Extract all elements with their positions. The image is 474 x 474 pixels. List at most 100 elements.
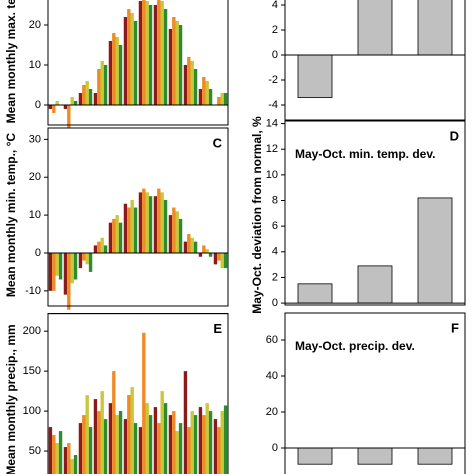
bar	[108, 403, 113, 474]
y-tick-label: 0	[272, 297, 278, 309]
plot-border	[47, 313, 229, 474]
bar	[63, 252, 68, 295]
bar	[82, 415, 86, 474]
bar	[115, 215, 119, 253]
bar	[160, 391, 164, 474]
y-axis-label: Mean monthly max. temp., °C	[4, 0, 18, 123]
bar	[157, 0, 161, 105]
bar	[297, 283, 333, 304]
bar	[93, 245, 98, 253]
panel: -4 -2 0 2 4	[268, 0, 466, 121]
y-tick-label: 200	[23, 325, 41, 337]
y-axis-label: Mean monthly min. temp., °C	[4, 133, 18, 297]
y-tick-label: -4	[268, 99, 278, 111]
bar	[78, 252, 83, 269]
plot-border	[284, 312, 466, 474]
y-tick-label: 30	[29, 133, 41, 145]
bar	[198, 407, 203, 474]
bar	[205, 249, 209, 253]
y-tick-label: 4	[272, 0, 278, 11]
bar	[108, 222, 113, 253]
bar	[78, 423, 83, 474]
bar	[417, 197, 453, 304]
bar	[217, 427, 221, 474]
bar	[130, 13, 134, 105]
bar	[148, 415, 153, 474]
y-tick-label: 10	[29, 59, 41, 71]
y-tick-label: 2	[272, 271, 278, 283]
bar	[55, 443, 59, 474]
bar	[213, 419, 218, 474]
bar	[58, 431, 63, 474]
bar	[138, 1, 143, 105]
bar	[55, 252, 59, 276]
y-tick-label: 20	[266, 406, 278, 418]
bar	[127, 207, 131, 253]
bar	[157, 188, 161, 253]
bar	[208, 411, 213, 474]
bar	[178, 218, 183, 253]
bar	[213, 252, 218, 265]
bar	[175, 21, 179, 105]
bar	[48, 105, 53, 109]
y-tick-label: 60	[266, 334, 278, 346]
bar	[67, 252, 71, 310]
y-tick-label: -2	[268, 74, 278, 86]
y-tick-label: 0	[35, 99, 41, 111]
panel: 0 10 20 Mean monthly max. temp., °C	[4, 0, 229, 137]
y-tick-label: 100	[23, 405, 41, 417]
bar	[133, 207, 138, 253]
plot-border	[47, 0, 229, 126]
y-tick-label: 2	[272, 24, 278, 36]
bar	[223, 93, 228, 105]
y-tick-label: 0	[272, 442, 278, 454]
panel-label: D	[450, 128, 459, 143]
bar	[183, 371, 188, 474]
bar	[138, 192, 143, 253]
panel-label: F	[451, 320, 459, 335]
bar	[357, 447, 393, 465]
bar	[123, 203, 128, 253]
bar	[118, 45, 123, 105]
bar	[178, 423, 183, 474]
y-tick-label: 20	[29, 171, 41, 183]
bar	[127, 9, 131, 105]
bar	[205, 403, 209, 474]
panel-title: May-Oct. precip. dev.	[295, 339, 415, 353]
bar	[163, 199, 168, 253]
bar	[208, 89, 213, 105]
panel: 50 100 150 200 E Mean monthly precip., mm	[4, 313, 229, 474]
bar	[130, 199, 134, 253]
bar	[108, 41, 113, 105]
bar	[190, 411, 194, 474]
y-axis-label: May-Oct. deviation from normal, %	[250, 116, 264, 314]
bar	[70, 459, 74, 474]
bar	[85, 81, 89, 105]
bar	[145, 403, 149, 474]
bar	[118, 411, 123, 474]
bar	[417, 447, 453, 465]
bar	[58, 252, 63, 280]
bar	[187, 427, 191, 474]
bar	[73, 455, 78, 474]
bar	[163, 403, 168, 474]
bar	[82, 85, 86, 105]
bar	[183, 241, 188, 253]
bar	[190, 61, 194, 105]
bar	[183, 65, 188, 105]
bar	[208, 252, 213, 257]
y-tick-label: 10	[29, 209, 41, 221]
bar	[202, 415, 206, 474]
bar	[193, 241, 198, 253]
bar	[115, 37, 119, 105]
bar	[145, 192, 149, 253]
bar	[67, 105, 71, 137]
y-tick-label: 150	[23, 365, 41, 377]
bar	[178, 25, 183, 105]
y-tick-label: -10	[25, 285, 41, 297]
bar	[112, 371, 116, 474]
bar	[202, 245, 206, 253]
bar	[148, 5, 153, 105]
bar	[112, 218, 116, 253]
plot-frame	[284, 312, 466, 474]
